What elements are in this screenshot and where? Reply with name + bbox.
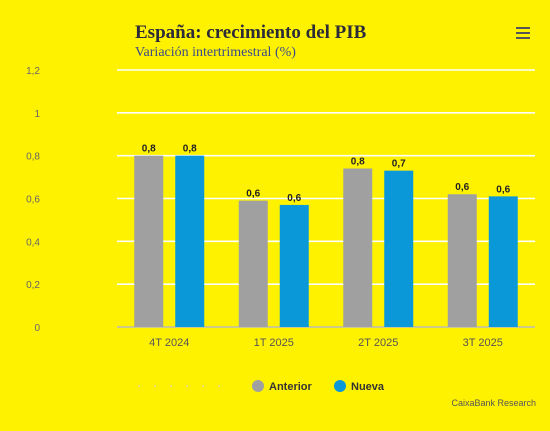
legend-marker[interactable] bbox=[334, 380, 346, 392]
y-tick-label: 0,8 bbox=[26, 152, 40, 163]
y-tick-label: 1,2 bbox=[26, 66, 40, 77]
data-label: 0,6 bbox=[246, 189, 260, 200]
data-label: 0,8 bbox=[142, 144, 156, 155]
y-tick-label: 1 bbox=[34, 109, 40, 120]
x-tick-label: 3T 2025 bbox=[463, 337, 503, 349]
chart-subtitle: Variación intertrimestral (%) bbox=[135, 45, 296, 60]
bar[interactable] bbox=[238, 200, 268, 327]
data-label: 0,6 bbox=[287, 193, 301, 204]
data-label: 0,8 bbox=[351, 157, 365, 168]
bar[interactable] bbox=[488, 196, 518, 327]
y-tick-label: 0 bbox=[34, 323, 40, 334]
legend-label[interactable]: Nueva bbox=[351, 381, 385, 393]
bar[interactable] bbox=[279, 204, 309, 327]
x-tick-label: 1T 2025 bbox=[254, 337, 294, 349]
bar[interactable] bbox=[134, 155, 164, 327]
data-label: 0,7 bbox=[392, 159, 406, 170]
legend-marker[interactable] bbox=[252, 380, 264, 392]
y-tick-label: 0,6 bbox=[26, 195, 40, 206]
data-label: 0,6 bbox=[455, 182, 469, 193]
hamburger-menu-icon[interactable] bbox=[516, 27, 530, 39]
y-tick-label: 0,4 bbox=[26, 237, 40, 248]
legend-label[interactable]: Anterior bbox=[269, 381, 313, 393]
data-label: 0,6 bbox=[496, 184, 510, 195]
chart-title: España: crecimiento del PIB bbox=[135, 22, 367, 43]
x-tick-label: 2T 2025 bbox=[358, 337, 398, 349]
source-credit: CaixaBank Research bbox=[451, 398, 536, 408]
data-label: 0,8 bbox=[183, 144, 197, 155]
x-tick-label: 4T 2024 bbox=[149, 337, 189, 349]
bar[interactable] bbox=[343, 168, 373, 327]
bar[interactable] bbox=[447, 194, 477, 327]
bar[interactable] bbox=[175, 155, 205, 327]
y-tick-label: 0,2 bbox=[26, 280, 40, 291]
bar[interactable] bbox=[384, 170, 414, 327]
